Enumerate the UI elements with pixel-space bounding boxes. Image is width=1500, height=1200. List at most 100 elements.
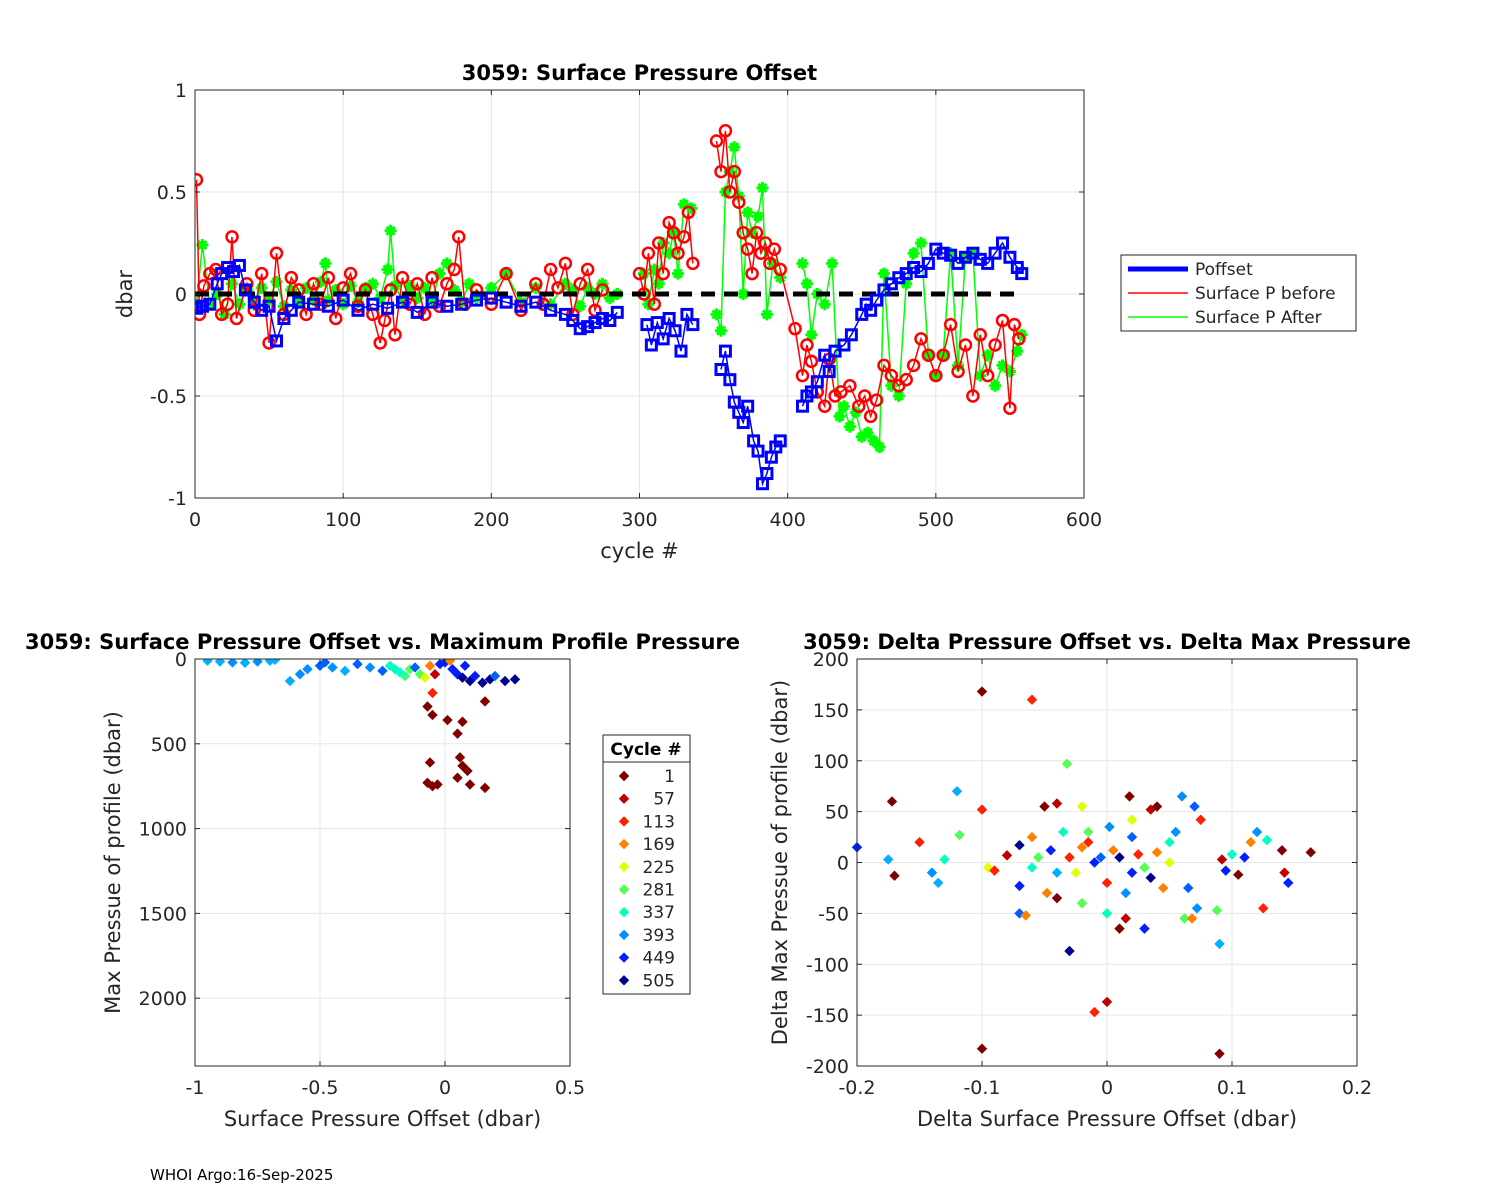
- data-point: [327, 662, 338, 673]
- data-point: [677, 198, 690, 211]
- data-point: [1089, 1006, 1100, 1018]
- data-point: [422, 701, 433, 712]
- data-point: [455, 297, 469, 311]
- data-point: [796, 257, 809, 270]
- data-point: [211, 288, 224, 300]
- legend-marker: [618, 975, 630, 986]
- data-point: [914, 265, 928, 279]
- y-tick-label: 1: [175, 80, 187, 102]
- data-point: [800, 277, 813, 290]
- x-tick-label: -0.5: [301, 1077, 338, 1099]
- data-point: [426, 294, 439, 307]
- x-tick-label: 500: [918, 509, 954, 531]
- series-poffset: [195, 236, 1029, 491]
- data-point: [489, 670, 501, 682]
- legend-marker: [618, 793, 630, 804]
- data-point: [1126, 867, 1138, 878]
- data-point: [749, 226, 764, 240]
- data-point: [1108, 845, 1119, 856]
- data-point: [1233, 869, 1244, 880]
- data-point: [514, 299, 528, 313]
- data-point: [983, 862, 994, 873]
- data-point: [588, 303, 602, 318]
- data-point: [976, 1043, 988, 1054]
- data-point: [648, 263, 661, 276]
- plot-area: [202, 659, 521, 794]
- data-point: [543, 262, 558, 277]
- data-point: [452, 728, 463, 739]
- data-point: [284, 303, 298, 317]
- data-point: [1026, 694, 1038, 705]
- data-point: [795, 368, 810, 383]
- data-point: [741, 399, 755, 413]
- data-point: [254, 266, 269, 281]
- data-point: [451, 230, 466, 244]
- data-point: [1305, 847, 1316, 858]
- y-axis-label: Max Pressue of profile (dbar): [101, 711, 125, 1014]
- legend-label: 505: [643, 971, 675, 991]
- data-point: [336, 293, 350, 307]
- data-point: [907, 247, 920, 260]
- data-point: [976, 686, 988, 697]
- data-point: [944, 248, 958, 262]
- data-point: [373, 336, 387, 350]
- data-point: [384, 224, 397, 237]
- data-point: [899, 372, 913, 387]
- data-point: [915, 237, 928, 249]
- data-point: [1070, 867, 1081, 878]
- data-point: [195, 299, 209, 313]
- y-tick-label: -200: [806, 1056, 849, 1078]
- data-point: [1026, 831, 1038, 843]
- data-point: [818, 298, 831, 311]
- data-point: [247, 295, 261, 309]
- data-point: [1158, 882, 1169, 894]
- data-point: [1183, 882, 1194, 894]
- data-point: [885, 379, 898, 392]
- data-point: [1261, 834, 1273, 846]
- data-point: [718, 344, 732, 358]
- data-point: [447, 663, 458, 675]
- data-point: [529, 295, 543, 309]
- data-point: [1003, 365, 1016, 378]
- x-tick-label: 200: [473, 509, 509, 531]
- data-point: [299, 307, 313, 322]
- data-point: [686, 318, 700, 332]
- data-point: [388, 328, 402, 342]
- legend-label: 225: [643, 858, 675, 878]
- data-point: [804, 354, 819, 369]
- data-point: [973, 328, 988, 342]
- data-point: [652, 277, 665, 290]
- data-point: [269, 246, 284, 260]
- data-point: [1095, 852, 1106, 863]
- legend-label: Surface P before: [1195, 284, 1336, 304]
- chart-title: 3059: Surface Pressure Offset vs. Maximu…: [25, 630, 740, 654]
- data-point: [499, 295, 513, 309]
- data-point: [886, 796, 898, 807]
- data-point: [1076, 801, 1088, 812]
- data-point: [195, 307, 207, 322]
- data-point: [805, 328, 818, 341]
- data-point: [1012, 332, 1026, 346]
- data-point: [470, 292, 483, 305]
- data-point: [425, 295, 439, 309]
- x-axis-label: cycle #: [600, 539, 679, 563]
- data-point: [751, 444, 765, 458]
- data-point: [1051, 867, 1063, 878]
- data-point: [710, 308, 723, 321]
- data-point: [837, 400, 850, 413]
- data-point: [1064, 945, 1075, 957]
- data-point: [566, 283, 579, 296]
- data-point: [269, 334, 283, 348]
- data-point: [377, 665, 388, 677]
- data-point: [425, 270, 439, 285]
- plot-background: [195, 659, 570, 1066]
- data-point: [1189, 801, 1200, 812]
- footer-label: WHOI Argo:16-Sep-2025: [150, 1166, 334, 1184]
- data-point: [484, 291, 498, 305]
- data-point: [218, 308, 231, 321]
- data-point: [432, 779, 443, 790]
- series-line: [196, 241, 1023, 487]
- legend-marker: [618, 838, 630, 850]
- x-tick-label: 0.2: [1342, 1077, 1372, 1099]
- data-point: [740, 242, 755, 256]
